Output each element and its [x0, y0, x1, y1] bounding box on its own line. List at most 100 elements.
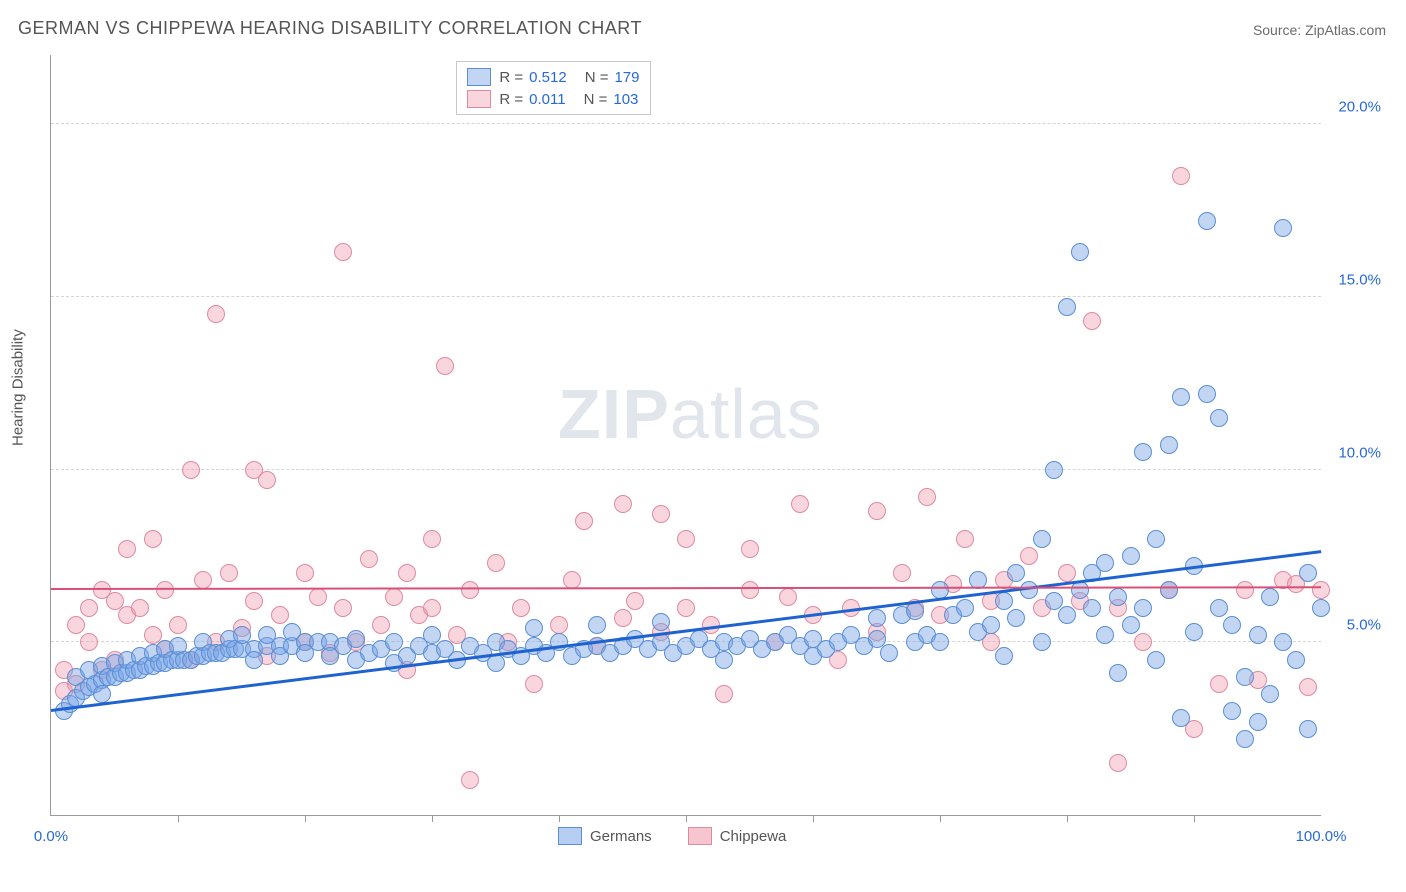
scatter-point	[1122, 547, 1140, 565]
scatter-point	[131, 599, 149, 617]
scatter-point	[1312, 599, 1330, 617]
scatter-point	[1236, 581, 1254, 599]
scatter-point	[550, 616, 568, 634]
scatter-point	[118, 540, 136, 558]
scatter-point	[1020, 547, 1038, 565]
chart-container: GERMAN VS CHIPPEWA HEARING DISABILITY CO…	[0, 0, 1406, 892]
scatter-point	[1071, 243, 1089, 261]
legend-label: Chippewa	[720, 828, 787, 845]
scatter-point	[512, 599, 530, 617]
legend-swatch	[558, 827, 582, 845]
scatter-point	[1210, 599, 1228, 617]
scatter-point	[220, 564, 238, 582]
scatter-point	[461, 581, 479, 599]
scatter-point	[614, 495, 632, 513]
x-tick-mark	[432, 815, 433, 822]
scatter-point	[309, 588, 327, 606]
scatter-point	[588, 616, 606, 634]
series-legend: Germans Chippewa	[558, 825, 786, 847]
gridline	[51, 123, 1321, 124]
scatter-point	[1134, 599, 1152, 617]
scatter-point	[1274, 219, 1292, 237]
x-tick-mark	[940, 815, 941, 822]
scatter-point	[1299, 720, 1317, 738]
scatter-point	[614, 609, 632, 627]
scatter-point	[1147, 651, 1165, 669]
scatter-point	[1312, 581, 1330, 599]
y-tick-label: 10.0%	[1326, 444, 1381, 461]
scatter-point	[868, 609, 886, 627]
scatter-point	[525, 619, 543, 637]
gridline	[51, 469, 1321, 470]
scatter-point	[487, 554, 505, 572]
x-tick-label: 100.0%	[1296, 828, 1347, 845]
scatter-point	[1249, 626, 1267, 644]
scatter-point	[385, 588, 403, 606]
x-tick-mark	[559, 815, 560, 822]
scatter-point	[715, 651, 733, 669]
scatter-point	[1160, 436, 1178, 454]
plot-area: 5.0%10.0%15.0%20.0%0.0%100.0%	[50, 55, 1321, 816]
scatter-point	[1274, 633, 1292, 651]
scatter-point	[169, 616, 187, 634]
scatter-point	[652, 505, 670, 523]
legend-swatch	[467, 68, 491, 86]
scatter-point	[1185, 623, 1203, 641]
x-tick-mark	[1067, 815, 1068, 822]
x-tick-mark	[1194, 815, 1195, 822]
y-tick-label: 5.0%	[1326, 617, 1381, 634]
scatter-point	[1236, 730, 1254, 748]
scatter-point	[1007, 609, 1025, 627]
scatter-point	[156, 581, 174, 599]
scatter-point	[1210, 409, 1228, 427]
scatter-point	[334, 599, 352, 617]
y-tick-label: 20.0%	[1326, 99, 1381, 116]
stats-legend-row: R =0.512N =179	[467, 66, 639, 88]
scatter-point	[1223, 616, 1241, 634]
stats-legend-row: R =0.011N =103	[467, 88, 639, 110]
scatter-point	[1147, 530, 1165, 548]
scatter-point	[1198, 212, 1216, 230]
scatter-point	[461, 771, 479, 789]
scatter-point	[1249, 713, 1267, 731]
scatter-point	[893, 564, 911, 582]
scatter-point	[487, 654, 505, 672]
scatter-point	[1198, 385, 1216, 403]
scatter-point	[575, 512, 593, 530]
scatter-point	[194, 571, 212, 589]
legend-swatch	[688, 827, 712, 845]
x-tick-mark	[178, 815, 179, 822]
scatter-point	[1033, 530, 1051, 548]
scatter-point	[995, 647, 1013, 665]
x-tick-mark	[305, 815, 306, 822]
scatter-point	[677, 599, 695, 617]
scatter-point	[1007, 564, 1025, 582]
scatter-point	[80, 633, 98, 651]
scatter-point	[918, 488, 936, 506]
scatter-point	[791, 495, 809, 513]
scatter-point	[626, 592, 644, 610]
scatter-point	[1109, 588, 1127, 606]
scatter-point	[93, 685, 111, 703]
legend-item: Chippewa	[688, 825, 787, 847]
scatter-point	[1223, 702, 1241, 720]
scatter-point	[144, 530, 162, 548]
scatter-point	[880, 644, 898, 662]
scatter-point	[436, 357, 454, 375]
scatter-point	[360, 550, 378, 568]
scatter-point	[995, 592, 1013, 610]
stats-legend: R =0.512N =179R =0.011N =103	[456, 61, 650, 115]
scatter-point	[372, 616, 390, 634]
scatter-point	[258, 471, 276, 489]
legend-item: Germans	[558, 825, 652, 847]
scatter-point	[1058, 606, 1076, 624]
scatter-point	[906, 602, 924, 620]
scatter-point	[1109, 664, 1127, 682]
trend-line	[51, 587, 1321, 591]
scatter-point	[1122, 616, 1140, 634]
scatter-point	[779, 588, 797, 606]
scatter-point	[1236, 668, 1254, 686]
scatter-point	[1071, 581, 1089, 599]
scatter-point	[1058, 298, 1076, 316]
scatter-point	[715, 685, 733, 703]
